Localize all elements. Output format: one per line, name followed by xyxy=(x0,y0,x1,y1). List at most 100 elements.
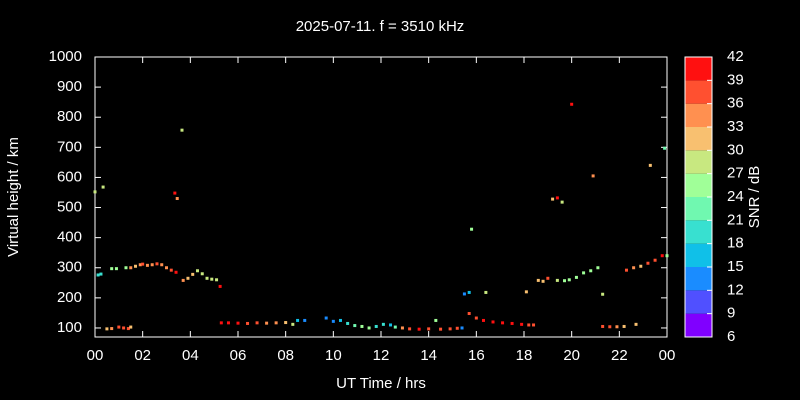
data-point xyxy=(200,272,204,276)
colorbar-tick-label: 36 xyxy=(727,95,744,112)
data-point xyxy=(615,325,619,329)
data-point xyxy=(110,327,114,331)
x-axis-label: UT Time / hrs xyxy=(336,375,426,392)
x-tick-label: 14 xyxy=(420,347,437,364)
data-point xyxy=(665,254,669,258)
data-point xyxy=(114,267,118,271)
data-point xyxy=(124,266,128,270)
data-point xyxy=(462,292,466,296)
colorbar-label: SNR / dB xyxy=(746,166,763,229)
data-point xyxy=(448,327,452,331)
data-point xyxy=(122,326,126,330)
data-point xyxy=(215,278,219,282)
data-point xyxy=(331,319,335,323)
colorbar-band xyxy=(685,290,712,314)
data-point xyxy=(596,266,600,270)
x-tick-label: 00 xyxy=(87,347,104,364)
y-tick-label: 200 xyxy=(57,289,82,306)
data-point xyxy=(218,284,222,288)
data-point xyxy=(574,275,578,279)
y-tick-label: 1000 xyxy=(49,48,82,65)
data-point xyxy=(460,326,464,330)
colorbar-band xyxy=(685,173,712,197)
y-tick-label: 700 xyxy=(57,138,82,155)
data-point xyxy=(165,266,168,270)
data-point xyxy=(524,290,528,294)
data-point xyxy=(374,324,378,328)
data-point xyxy=(591,174,595,178)
data-point xyxy=(639,264,643,268)
y-tick-label: 500 xyxy=(57,199,82,216)
x-tick-label: 10 xyxy=(325,347,342,364)
data-point xyxy=(467,312,471,316)
colorbar-band xyxy=(685,127,712,151)
data-point xyxy=(648,163,652,167)
colorbar-tick-label: 39 xyxy=(727,71,744,88)
data-point xyxy=(653,258,657,262)
colorbar-band xyxy=(685,267,712,291)
data-point xyxy=(510,321,514,325)
data-point xyxy=(555,278,559,282)
data-point xyxy=(663,146,667,150)
y-axis-label: Virtual height / km xyxy=(5,137,22,257)
x-tick-label: 06 xyxy=(230,347,247,364)
data-point xyxy=(117,325,121,329)
x-tick-label: 12 xyxy=(373,347,390,364)
data-point xyxy=(338,318,342,322)
data-point xyxy=(520,322,524,326)
data-point xyxy=(481,318,485,322)
data-point xyxy=(195,269,199,273)
colorbar-band xyxy=(685,103,712,127)
x-tick-label: 18 xyxy=(516,347,533,364)
data-point xyxy=(255,321,259,325)
colorbar-band xyxy=(685,80,712,104)
colorbar-tick-label: 15 xyxy=(727,258,744,275)
data-point xyxy=(400,326,404,330)
data-point xyxy=(145,263,149,267)
data-point xyxy=(646,261,650,265)
data-point xyxy=(210,277,214,281)
data-point xyxy=(324,316,328,320)
data-point xyxy=(150,263,154,267)
colorbar-tick-label: 21 xyxy=(727,211,744,228)
colorbar-band xyxy=(685,150,712,174)
data-point xyxy=(173,191,177,195)
data-point xyxy=(622,324,626,328)
data-point xyxy=(303,318,307,322)
x-tick-label: 00 xyxy=(659,347,676,364)
data-point xyxy=(408,327,412,331)
data-point xyxy=(417,327,421,331)
data-point xyxy=(389,323,393,327)
colorbar-tick-label: 12 xyxy=(727,281,744,298)
data-point xyxy=(634,322,638,326)
data-point xyxy=(393,325,397,329)
x-tick-label: 20 xyxy=(563,347,580,364)
data-point xyxy=(567,278,571,282)
data-point xyxy=(160,263,164,267)
colorbar-tick-label: 27 xyxy=(727,165,744,182)
data-point xyxy=(467,290,471,294)
colorbar-tick-label: 6 xyxy=(727,328,735,345)
data-point xyxy=(601,324,605,328)
data-point xyxy=(265,321,269,325)
data-point xyxy=(246,321,250,325)
y-tick-label: 300 xyxy=(57,259,82,276)
data-point xyxy=(484,290,488,294)
y-tick-label: 100 xyxy=(57,319,82,336)
data-point xyxy=(551,197,555,201)
data-point xyxy=(181,278,185,282)
data-point xyxy=(434,318,438,322)
data-point xyxy=(608,325,612,329)
data-point xyxy=(205,276,209,280)
colorbar-tick-label: 9 xyxy=(727,305,735,322)
x-tick-label: 08 xyxy=(277,347,294,364)
x-tick-label: 04 xyxy=(182,347,199,364)
data-point xyxy=(174,270,178,274)
colorbar-band xyxy=(685,313,712,337)
data-point xyxy=(541,279,545,283)
y-tick-label: 400 xyxy=(57,229,82,246)
data-point xyxy=(560,200,564,204)
